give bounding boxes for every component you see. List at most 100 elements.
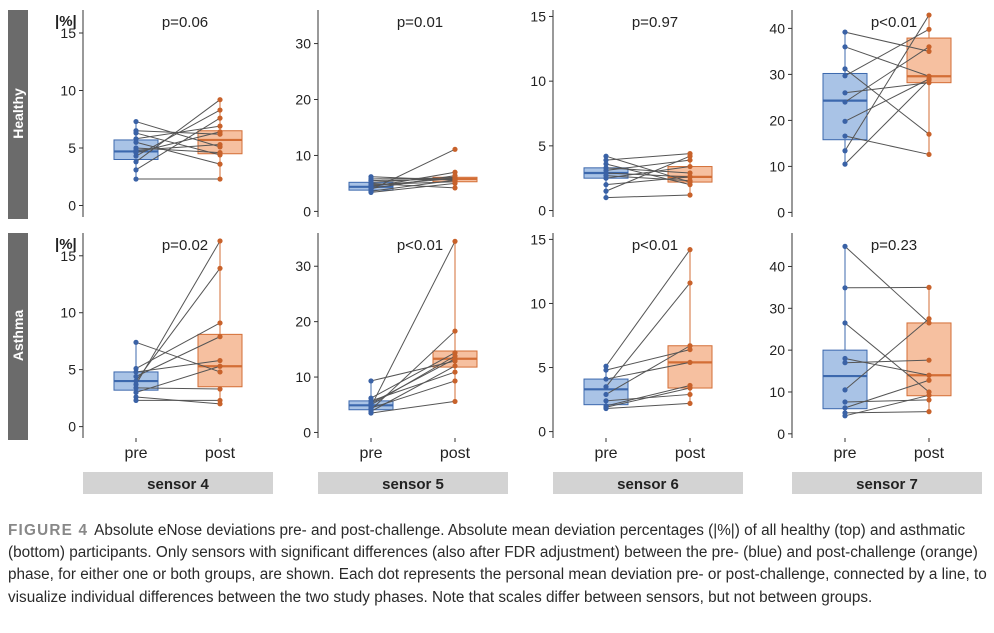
row-label-healthy: Healthy (10, 88, 26, 139)
post-point (687, 163, 693, 170)
post-point (926, 392, 932, 398)
p-value-label: p=0.01 (397, 14, 443, 31)
panel-asthma-sensor-7: 0 10 20 30 40 p=0.23 pre post (769, 233, 952, 462)
row-label-asthma: Asthma (10, 310, 26, 362)
pair-line (605, 402, 691, 410)
post-point (452, 238, 458, 244)
post-point (217, 107, 223, 113)
pre-point (603, 384, 609, 390)
pre-point (842, 118, 848, 124)
post-point (687, 346, 693, 353)
pair-line (844, 79, 930, 165)
y-tick-label: 20 (769, 112, 785, 128)
pair-line (605, 176, 691, 186)
post-point (452, 378, 458, 384)
pre-point (133, 373, 139, 380)
pair-line (844, 358, 930, 376)
y-tick-label: 20 (295, 314, 311, 330)
pair-line (844, 399, 930, 403)
pair-line (605, 163, 691, 186)
pre-point (842, 360, 848, 366)
pair-line (370, 175, 456, 189)
pair-line (370, 179, 456, 192)
y-tick-label: 0 (303, 203, 311, 219)
pair-line (370, 182, 456, 193)
post-point (217, 397, 223, 404)
post-point (452, 185, 458, 191)
pair-line (605, 345, 691, 395)
pair-line (370, 148, 456, 191)
sensor-label: sensor 4 (147, 476, 209, 493)
pair-line (135, 268, 221, 382)
y-tick-label: 30 (769, 300, 785, 316)
post-point (687, 192, 693, 198)
y-tick-label: 10 (769, 384, 785, 400)
panel-healthy-sensor-6: 0 5 10 15 p=0.97 (530, 8, 713, 219)
pair-line (135, 141, 221, 165)
pre-point (603, 153, 609, 159)
pre-point (842, 90, 848, 96)
post-point (687, 174, 693, 180)
post-point (452, 369, 458, 375)
pre-box (822, 32, 868, 165)
y-tick-label: 0 (68, 198, 76, 214)
pre-point (842, 413, 848, 419)
pair-line (605, 349, 691, 371)
post-point (217, 369, 223, 375)
y-tick-label: 10 (295, 369, 311, 385)
pre-point (603, 188, 609, 194)
pair-line (844, 379, 930, 409)
post-point (452, 398, 458, 405)
row-strip-healthy (8, 10, 28, 219)
panel-asthma-sensor-6: 0 5 10 15 p<0.01 pre post (530, 231, 713, 462)
x-tick-label: post (914, 445, 945, 462)
pair-line (844, 82, 930, 94)
y-tick-label: 0 (303, 424, 311, 440)
pre-point (603, 161, 609, 167)
pre-point (603, 175, 609, 181)
post-point (217, 265, 223, 271)
p-value-label: p<0.01 (632, 237, 678, 254)
sensor-strips: sensor 4 sensor 5 sensor 6 sensor 7 (83, 472, 982, 494)
y-tick-label: 5 (68, 140, 76, 156)
pair-line (135, 109, 221, 157)
pre-point (603, 376, 609, 382)
post-point (217, 357, 223, 364)
y-tick-label: 20 (769, 342, 785, 358)
pair-line (370, 171, 456, 188)
pre-point (842, 99, 848, 105)
post-point (926, 377, 932, 383)
pre-point (842, 44, 848, 50)
panel-asthma-sensor-4: 0 5 10 15|%| p=0.02 pre post (55, 233, 243, 462)
y-tick-label: 10 (530, 73, 546, 89)
post-box (667, 249, 713, 404)
post-point (217, 123, 223, 129)
pair-line (844, 318, 930, 391)
y-tick-label: 5 (538, 360, 546, 376)
pre-point (133, 389, 139, 396)
pair-line (135, 125, 221, 140)
box-body (822, 72, 868, 141)
pre-point (368, 410, 374, 416)
pre-point (842, 320, 848, 326)
pair-line (844, 14, 930, 152)
x-tick-label: post (675, 445, 706, 462)
pair-line (605, 153, 691, 161)
post-point (217, 161, 223, 167)
panel-asthma-sensor-5: 0 10 20 30 p<0.01 pre post (295, 233, 478, 462)
post-point (926, 316, 932, 322)
pair-line (844, 46, 930, 103)
post-point (687, 178, 693, 184)
post-point (926, 44, 932, 50)
pre-point (133, 167, 139, 173)
pair-line (135, 99, 221, 163)
pair-line (605, 249, 691, 367)
post-point (926, 284, 932, 290)
y-tick-label: 0 (777, 426, 785, 442)
post-point (452, 353, 458, 359)
pair-line (844, 46, 930, 77)
sensor-label: sensor 5 (382, 476, 444, 493)
x-tick-label: post (205, 445, 236, 462)
pair-line (605, 282, 691, 388)
pre-point (133, 397, 139, 404)
